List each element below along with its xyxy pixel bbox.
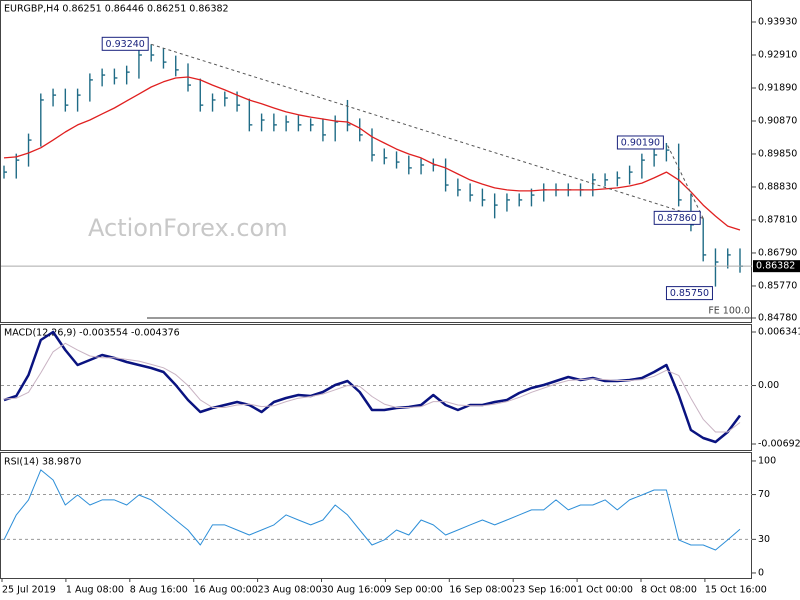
y-tick-label: -0.006923 bbox=[758, 438, 800, 449]
annotation-box bbox=[101, 36, 149, 51]
x-tick-label: 1 Oct 00:00 bbox=[577, 585, 633, 596]
y-tick-label: 0 bbox=[758, 567, 764, 578]
y-tick-label: 0.84780 bbox=[758, 312, 797, 323]
trend-line bbox=[151, 43, 704, 219]
x-tick-label: 16 Sep 08:00 bbox=[449, 585, 512, 596]
x-tick-label: 30 Aug 16:00 bbox=[322, 585, 386, 596]
y-tick-label: 0.00 bbox=[758, 380, 779, 391]
x-tick-label: 15 Oct 16:00 bbox=[705, 585, 767, 596]
fe-label: FE 100.0 bbox=[708, 306, 750, 317]
y-tick-label: 100 bbox=[758, 455, 776, 466]
y-tick-label: 70 bbox=[758, 489, 770, 500]
price-panel bbox=[0, 0, 752, 323]
y-tick-label: 0.86790 bbox=[758, 247, 797, 258]
y-tick-label: 0.88830 bbox=[758, 181, 797, 192]
moving-average bbox=[3, 76, 741, 231]
y-tick-label: 0.90870 bbox=[758, 115, 797, 126]
indicator-line bbox=[3, 342, 741, 433]
rsi-panel bbox=[0, 452, 752, 579]
annotation-label: 0.90190 bbox=[621, 137, 660, 148]
price-header: EURGBP,H4 0.86251 0.86446 0.86251 0.8638… bbox=[4, 4, 229, 15]
y-tick-label: 0.91890 bbox=[758, 82, 797, 93]
macd-panel bbox=[0, 324, 752, 451]
last-price-label: 0.86382 bbox=[756, 261, 795, 272]
y-tick-label: 0.89850 bbox=[758, 148, 797, 159]
annotation-label: 0.93240 bbox=[106, 39, 145, 50]
x-tick-label: 8 Oct 08:00 bbox=[641, 585, 697, 596]
x-tick-label: 25 Jul 2019 bbox=[2, 585, 56, 596]
trend-line bbox=[665, 142, 704, 219]
y-tick-label: 0.006341 bbox=[758, 326, 800, 337]
indicator-line bbox=[3, 469, 741, 551]
x-tick-label: 8 Aug 16:00 bbox=[130, 585, 188, 596]
annotation-label: 0.87860 bbox=[658, 213, 697, 224]
macd-header: MACD(12,26,9) -0.003554 -0.004376 bbox=[4, 328, 180, 339]
y-tick-label: 0.87810 bbox=[758, 214, 797, 225]
y-tick-label: 0.93930 bbox=[758, 16, 797, 27]
annotation-box bbox=[616, 135, 664, 150]
last-price-box bbox=[753, 260, 800, 273]
y-tick-label: 30 bbox=[758, 534, 770, 545]
x-tick-label: 1 Aug 08:00 bbox=[66, 585, 124, 596]
x-tick-label: 9 Sep 00:00 bbox=[385, 585, 442, 596]
rsi-header: RSI(14) 38.9870 bbox=[4, 457, 81, 468]
watermark: ActionForex.com bbox=[88, 214, 288, 242]
y-tick-label: 0.85770 bbox=[758, 280, 797, 291]
y-tick-label: 0.92910 bbox=[758, 49, 797, 60]
x-tick-label: 23 Aug 08:00 bbox=[258, 585, 322, 596]
x-tick-label: 16 Aug 00:00 bbox=[194, 585, 258, 596]
annotation-box bbox=[665, 286, 713, 301]
annotation-label: 0.85750 bbox=[670, 288, 709, 299]
x-tick-label: 23 Sep 16:00 bbox=[513, 585, 576, 596]
annotation-box bbox=[653, 210, 701, 225]
